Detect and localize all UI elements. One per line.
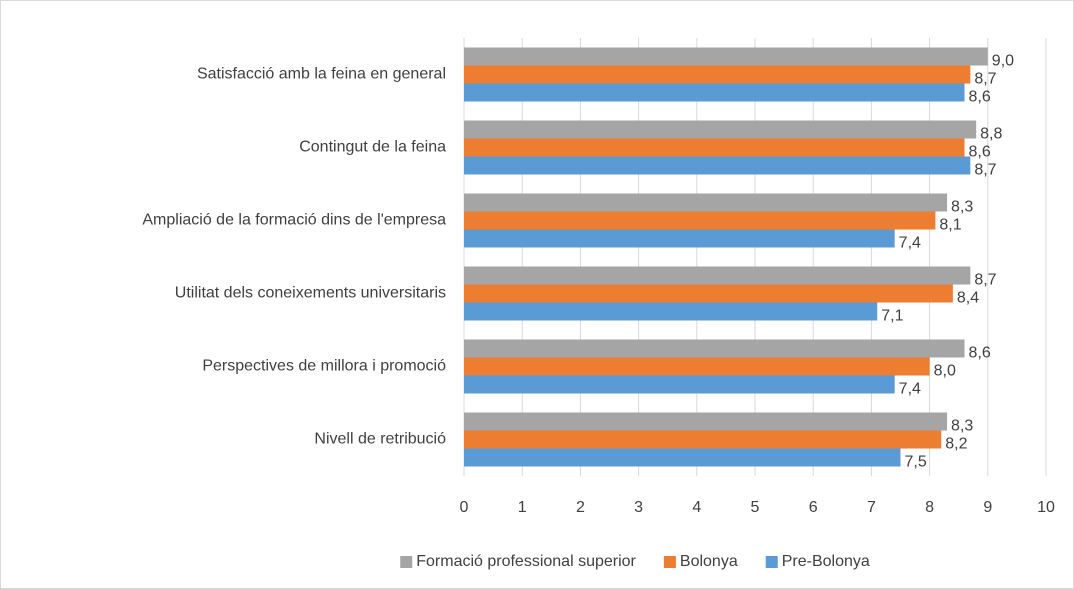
bar <box>464 193 948 212</box>
legend-label: Formació professional superior <box>416 553 636 570</box>
x-tick-label: 6 <box>809 499 818 516</box>
x-tick-label: 5 <box>751 499 760 516</box>
value-label: 8,7 <box>974 71 996 88</box>
bar <box>464 120 977 139</box>
x-tick-label: 9 <box>983 499 992 516</box>
value-label: 8,3 <box>951 418 973 435</box>
legend-label: Pre-Bolonya <box>782 553 870 570</box>
value-label: 8,4 <box>957 290 979 307</box>
value-label: 8,0 <box>934 363 956 380</box>
x-tick-label: 2 <box>576 499 585 516</box>
value-label: 7,4 <box>899 381 921 398</box>
value-label: 8,6 <box>969 89 991 106</box>
legend-swatch <box>765 556 778 568</box>
value-label: 8,7 <box>974 162 996 179</box>
bar <box>464 229 895 248</box>
value-label: 7,4 <box>899 235 921 252</box>
legend-swatch <box>663 556 676 568</box>
value-label: 8,3 <box>951 199 973 216</box>
y-tick-label: Nivell de retribució <box>314 431 446 448</box>
value-label: 8,6 <box>969 144 991 161</box>
x-tick-label: 1 <box>518 499 527 516</box>
value-label: 8,6 <box>969 345 991 362</box>
x-tick-label: 3 <box>634 499 643 516</box>
bar <box>464 47 988 66</box>
x-tick-label: 8 <box>925 499 934 516</box>
bar <box>464 83 965 102</box>
value-label: 8,2 <box>945 436 967 453</box>
value-label: 8,1 <box>939 217 961 234</box>
x-tick-label: 0 <box>460 499 469 516</box>
y-tick-label: Satisfacció amb la feina en general <box>197 66 446 83</box>
y-tick-label: Ampliació de la formació dins de l'empre… <box>142 212 446 229</box>
bar <box>464 284 953 303</box>
bar <box>464 65 971 84</box>
bar <box>464 138 965 157</box>
bar <box>464 211 936 230</box>
bar <box>464 448 901 467</box>
bar <box>464 302 878 321</box>
bar <box>464 156 971 175</box>
y-tick-label: Contingut de la feina <box>299 139 446 156</box>
value-label: 8,7 <box>974 272 996 289</box>
bar <box>464 357 930 376</box>
x-tick-label: 4 <box>692 499 701 516</box>
bar <box>464 266 971 285</box>
x-tick-label: 7 <box>867 499 876 516</box>
y-tick-label: Perspectives de millora i promoció <box>202 358 446 375</box>
bar <box>464 430 942 449</box>
value-label: 9,0 <box>992 53 1014 70</box>
legend-label: Bolonya <box>680 553 738 570</box>
bar <box>464 375 895 394</box>
y-tick-label: Utilitat dels coneixements universitaris <box>175 285 446 302</box>
bar <box>464 339 965 358</box>
bar <box>464 412 948 431</box>
x-tick-label: 10 <box>1037 499 1055 516</box>
value-label: 8,8 <box>980 126 1002 143</box>
value-label: 7,1 <box>881 308 903 325</box>
legend-swatch <box>400 556 413 568</box>
value-label: 7,5 <box>905 454 927 471</box>
